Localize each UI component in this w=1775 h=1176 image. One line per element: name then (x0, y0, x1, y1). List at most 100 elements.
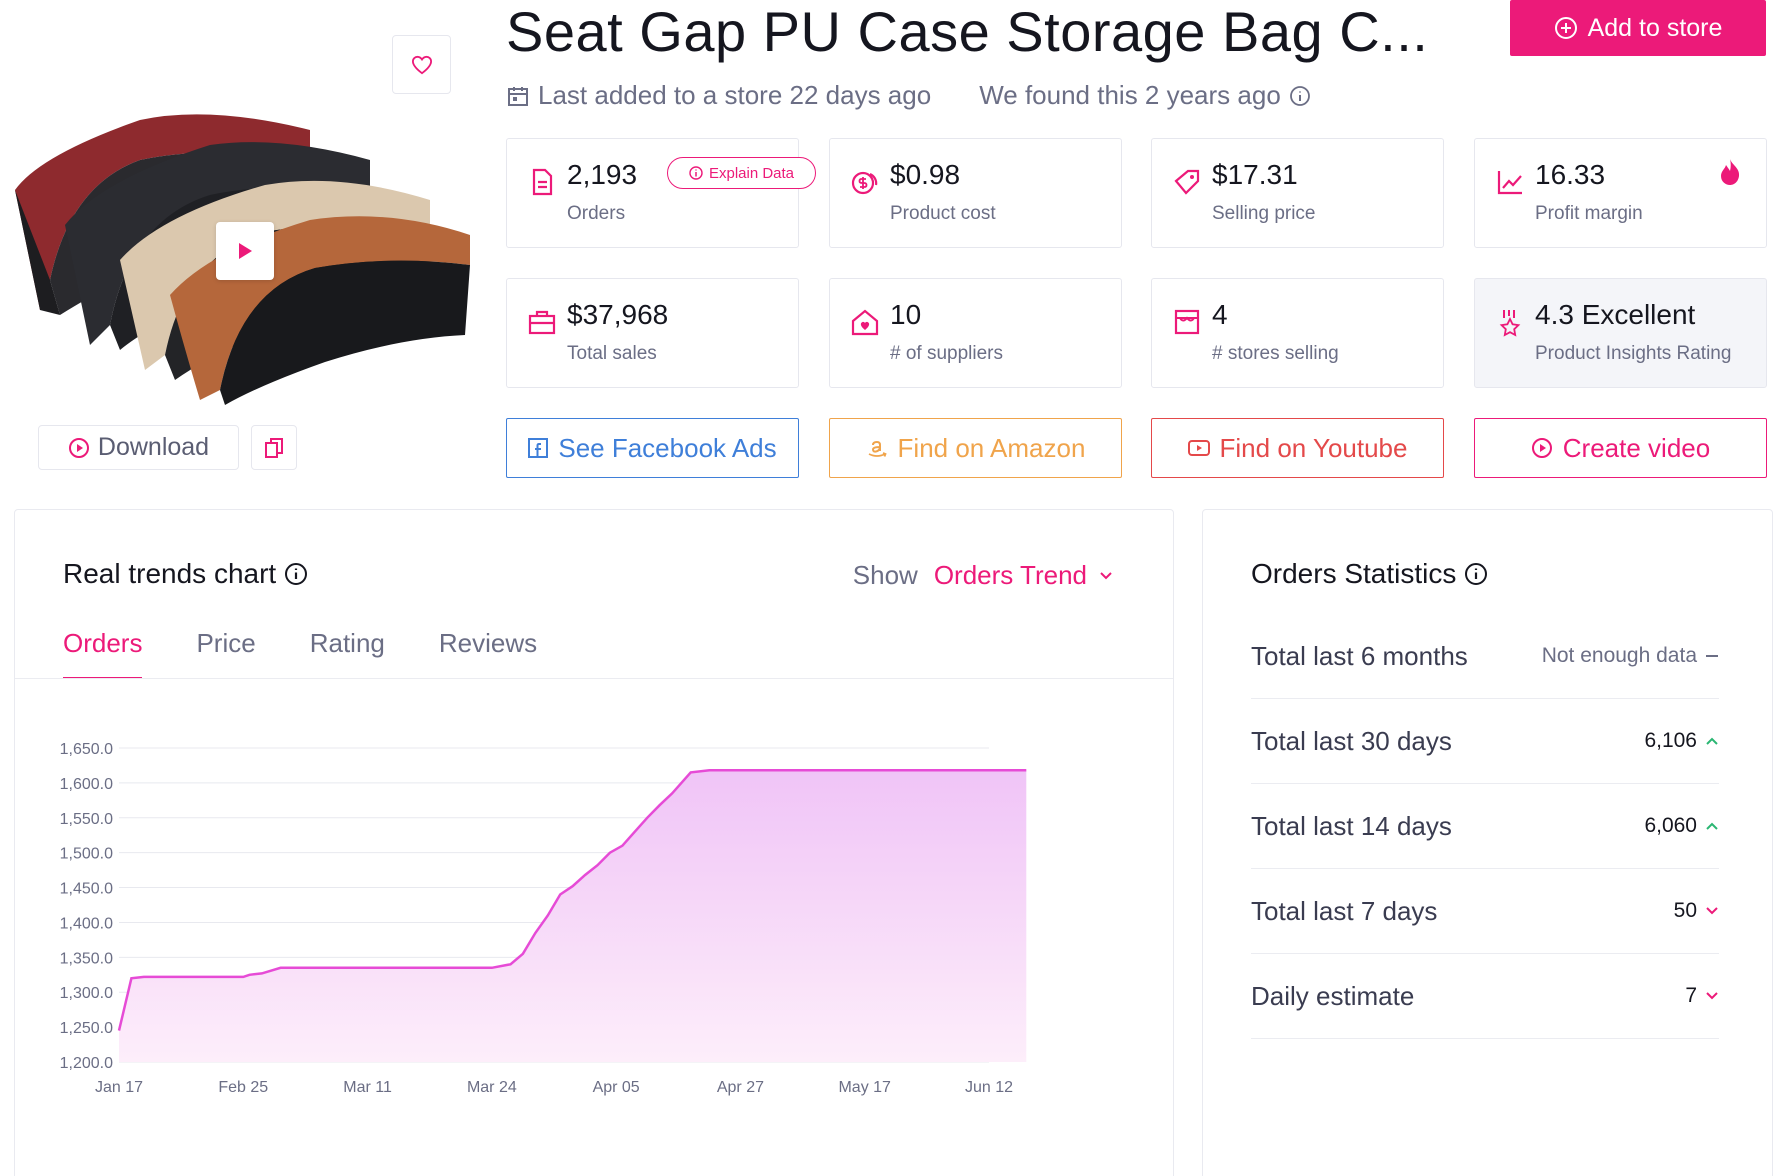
download-label: Download (97, 433, 210, 461)
add-to-store-button[interactable]: Add to store (1510, 0, 1766, 56)
y-tick-label: 1,250.0 (60, 1020, 113, 1037)
orders-stat-label: Total last 7 days (1251, 895, 1438, 926)
orders-stat-value: 50 (1673, 899, 1697, 922)
tab-orders[interactable]: Orders (63, 628, 143, 679)
document-icon (532, 168, 553, 196)
series-line (117, 769, 1027, 1031)
wishlist-button[interactable] (392, 35, 451, 94)
flame-icon (1721, 159, 1740, 185)
rating-label: Product Insights Rating (1535, 343, 1732, 364)
line-chart-icon (1497, 171, 1522, 195)
stores-selling-value: 4 (1212, 299, 1228, 330)
orders-stat-value-wrap: 6,060 (1644, 814, 1719, 838)
show-selector: Show Orders Trend (853, 560, 1113, 591)
x-tick-label: May 17 (838, 1079, 891, 1096)
explain-data-label: Explain Data (708, 164, 795, 182)
play-circle-icon (68, 437, 89, 458)
y-tick-label: 1,300.0 (60, 985, 113, 1002)
copy-button[interactable] (251, 425, 297, 470)
tab-divider (15, 678, 1173, 679)
trend-up-icon (1706, 822, 1718, 830)
selling-price-value: $17.31 (1212, 159, 1298, 190)
y-tick-label: 1,600.0 (60, 776, 113, 793)
tab-rating[interactable]: Rating (309, 628, 385, 658)
total-sales-label: Total sales (567, 343, 657, 364)
last-added-text: Last added to a store 22 days ago (538, 80, 932, 110)
show-dropdown[interactable]: Orders Trend (934, 560, 1113, 591)
chart-series (117, 769, 1027, 1062)
total-sales-value: $37,968 (567, 299, 669, 330)
found-text: We found this 2 years ago (979, 80, 1281, 110)
play-circle-icon (1531, 438, 1552, 458)
info-icon[interactable] (284, 562, 308, 586)
explain-data-button[interactable]: Explain Data (667, 157, 816, 189)
tab-reviews[interactable]: Reviews (438, 628, 538, 658)
calendar-icon (508, 86, 528, 106)
chart-y-ticks: 1,650.0 1,600.0 1,550.0 1,500.0 1,450.0 1,400… (60, 741, 113, 1072)
series-area (119, 770, 1027, 1062)
orders-stat-value-wrap: 50 (1674, 899, 1719, 923)
suppliers-label: # of suppliers (890, 343, 1004, 364)
product-cost-label: Product cost (890, 203, 996, 224)
tab-price[interactable]: Price (196, 628, 256, 658)
tag-icon (1174, 169, 1200, 195)
x-tick-label: Mar 11 (343, 1079, 392, 1096)
y-tick-label: 1,400.0 (60, 915, 113, 932)
info-icon[interactable] (1464, 562, 1488, 586)
orders-statistics-title: Orders Statistics (1251, 558, 1488, 590)
find-on-youtube-button[interactable]: Find on Youtube (1151, 418, 1444, 478)
y-tick-label: 1,350.0 (60, 950, 113, 967)
create-video-button[interactable]: Create video (1474, 418, 1767, 478)
selling-price-card: $17.31 Selling price (1151, 138, 1444, 248)
briefcase-icon (528, 310, 556, 335)
x-tick-label: Feb 25 (218, 1079, 268, 1096)
play-video-button[interactable] (216, 222, 274, 280)
chart-x-ticks: Jan 17 Feb 25 Mar 11 Mar 24 Apr 05 Apr 27 May … (95, 1079, 1013, 1096)
home-heart-icon (851, 309, 879, 336)
download-button[interactable]: Download (38, 425, 239, 470)
suppliers-card: 10 # of suppliers (829, 278, 1122, 388)
orders-stat-label: Total last 30 days (1251, 725, 1452, 756)
product-cost-value: $0.98 (890, 159, 961, 190)
profit-margin-card: 16.33 Profit margin (1474, 138, 1767, 248)
find-on-amazon-button[interactable]: Find on Amazon (829, 418, 1122, 478)
x-tick-label: Jan 17 (95, 1079, 143, 1096)
orders-stat-value-wrap: 6,106 (1644, 729, 1719, 753)
orders-stat-value: Not enough data (1541, 644, 1697, 667)
profit-margin-value: 16.33 (1535, 159, 1606, 190)
heart-icon (411, 55, 432, 74)
stores-selling-label: # stores selling (1212, 343, 1339, 364)
rating-value: 4.3 Excellent (1535, 299, 1696, 330)
create-video-label: Create video (1562, 432, 1711, 463)
show-dropdown-value: Orders Trend (933, 560, 1087, 590)
orders-stat-label: Total last 6 months (1251, 640, 1468, 671)
y-tick-label: 1,200.0 (60, 1055, 113, 1072)
show-label: Show (852, 560, 918, 590)
orders-statistics-title-text: Orders Statistics (1251, 558, 1457, 589)
orders-stat-value: 6,060 (1644, 814, 1697, 837)
rating-card: 4.3 Excellent Product Insights Rating (1474, 278, 1767, 388)
orders-stat-row: Daily estimate 7 (1251, 954, 1719, 1039)
dash-icon (1706, 655, 1718, 657)
plus-circle-icon (1554, 17, 1577, 39)
y-tick-label: 1,450.0 (60, 881, 113, 898)
store-icon (1174, 309, 1200, 335)
facebook-label: See Facebook Ads (558, 432, 777, 463)
product-meta: Last added to a store 22 days ago We fou… (506, 80, 1311, 111)
product-title: Seat Gap PU Case Storage Bag C... (506, 0, 1429, 63)
trend-up-icon (1706, 737, 1718, 745)
product-cost-card: $0.98 Product cost (829, 138, 1122, 248)
info-icon[interactable] (1289, 85, 1311, 107)
orders-label: Orders (567, 203, 626, 224)
coins-icon (851, 171, 878, 195)
orders-card: 2,193 Orders Explain Data (506, 138, 816, 248)
youtube-label: Find on Youtube (1219, 432, 1408, 463)
orders-stat-value-wrap: 7 (1685, 984, 1719, 1008)
see-facebook-ads-button[interactable]: See Facebook Ads (506, 418, 799, 478)
y-tick-label: 1,500.0 (60, 846, 113, 863)
stores-selling-card: 4 # stores selling (1151, 278, 1444, 388)
orders-stat-value: 7 (1685, 984, 1697, 1007)
chevron-down-icon (1100, 571, 1112, 579)
x-tick-label: Apr 27 (717, 1079, 764, 1096)
y-tick-label: 1,650.0 (60, 741, 113, 758)
